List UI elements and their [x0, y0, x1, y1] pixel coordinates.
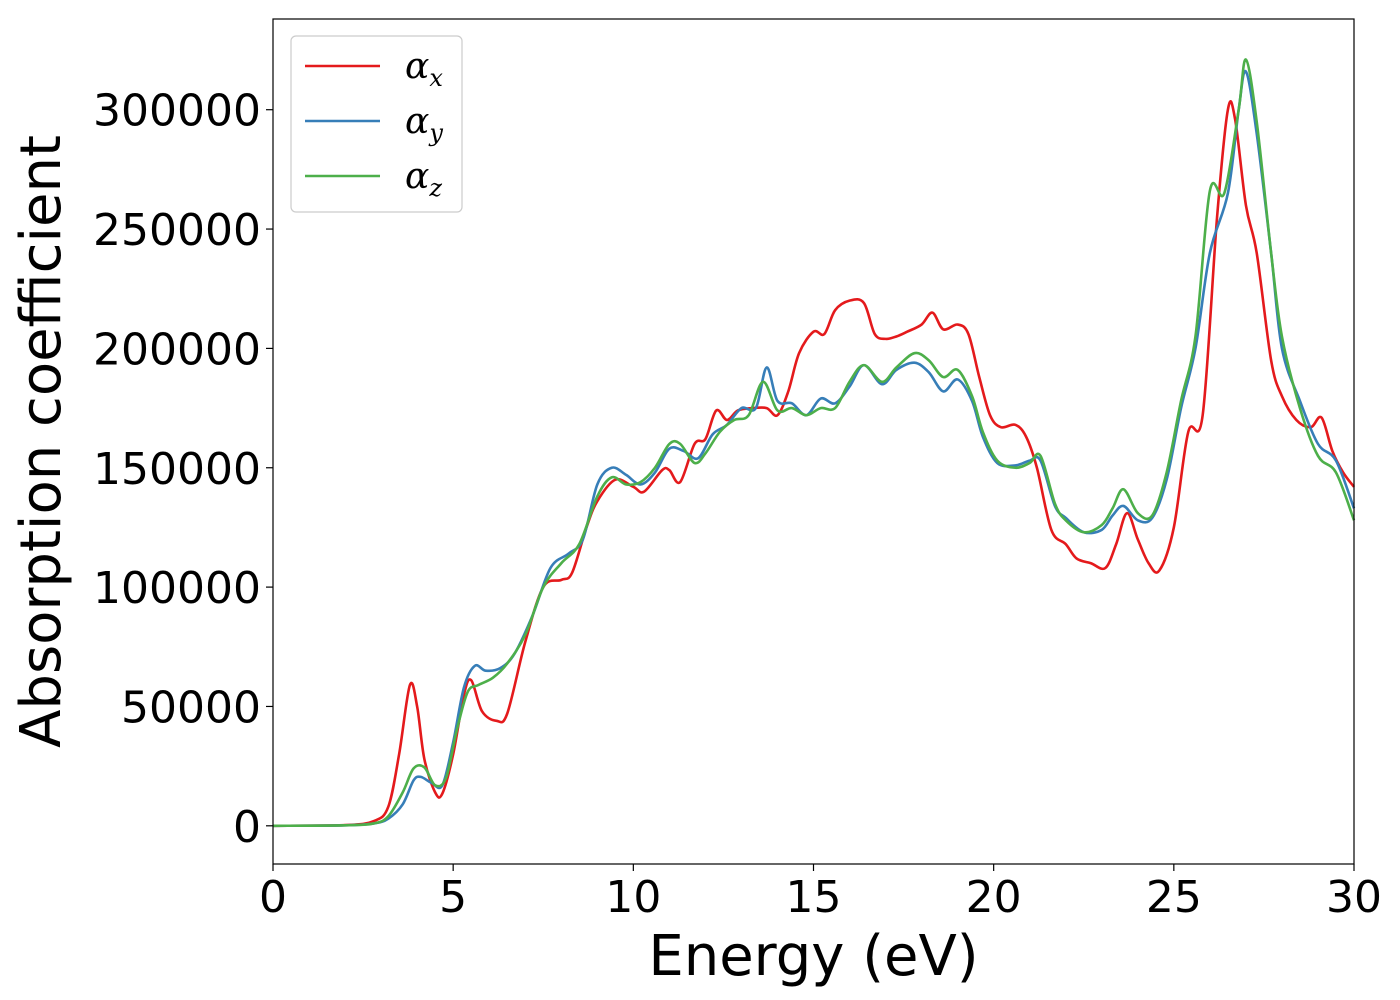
legend-label-x: αx	[405, 46, 443, 92]
x-tick-label: 15	[786, 872, 842, 923]
legend-label-y: αy	[405, 101, 443, 147]
x-axis-ticks: 0 5 10 15 20 25 30	[259, 864, 1382, 923]
x-tick-label: 5	[439, 872, 467, 923]
legend: αx αy αz	[290, 35, 463, 213]
x-axis-label: Energy (eV)	[648, 924, 978, 989]
y-tick-label: 250000	[93, 205, 261, 256]
legend-box	[290, 35, 463, 213]
x-tick-label: 10	[605, 872, 661, 923]
x-tick-label: 25	[1146, 872, 1202, 923]
x-tick-label: 0	[259, 872, 287, 923]
y-axis-label: Absorption coefficient	[9, 135, 74, 748]
series-line-x	[272, 100, 1356, 828]
series-lines	[272, 58, 1356, 828]
legend-label-z: αz	[405, 156, 442, 202]
y-tick-label: 0	[233, 802, 261, 853]
y-tick-label: 200000	[93, 324, 261, 375]
y-axis-ticks: 0 50000 100000 150000 200000 250000 300000	[93, 86, 273, 853]
y-tick-label: 100000	[93, 563, 261, 614]
y-tick-label: 50000	[121, 682, 261, 733]
y-tick-label: 150000	[93, 444, 261, 495]
y-tick-label: 300000	[93, 86, 261, 137]
x-tick-label: 30	[1326, 872, 1382, 923]
series-line-z	[272, 58, 1356, 828]
x-tick-label: 20	[966, 872, 1022, 923]
